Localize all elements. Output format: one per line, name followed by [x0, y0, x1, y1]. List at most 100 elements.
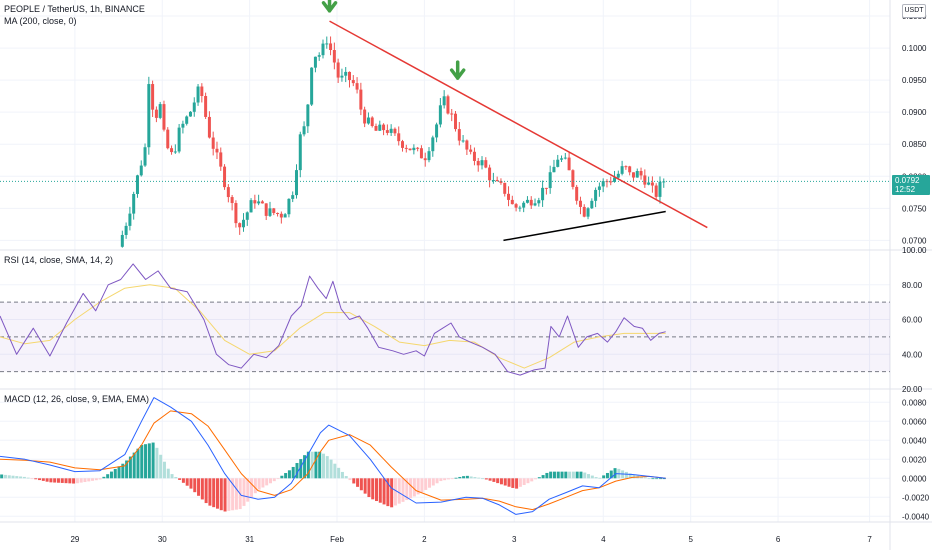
- candle: [181, 123, 185, 128]
- candle: [454, 113, 458, 130]
- macd-histogram-bar: [564, 471, 568, 479]
- candle: [401, 141, 405, 148]
- down-arrow-marker: [449, 60, 466, 80]
- candle: [548, 172, 552, 189]
- candle: [253, 200, 257, 204]
- macd-histogram-bar: [200, 478, 204, 500]
- candle: [177, 127, 181, 152]
- macd-histogram-bar: [291, 466, 295, 479]
- candle: [408, 148, 412, 151]
- candle: [578, 200, 582, 207]
- macd-histogram-bar: [375, 478, 379, 502]
- candle: [457, 129, 461, 141]
- candle: [465, 140, 469, 150]
- candle: [204, 96, 208, 117]
- macd-histogram-bar: [568, 471, 572, 479]
- symbol-legend: PEOPLE / TetherUS, 1h, BINANCE: [4, 4, 145, 14]
- candle: [472, 151, 476, 161]
- macd-histogram-bar: [250, 478, 254, 498]
- currency-badge[interactable]: USDT: [902, 4, 926, 18]
- candle: [382, 124, 386, 131]
- candle: [249, 200, 253, 213]
- macd-histogram-bar: [246, 478, 250, 502]
- candle: [412, 147, 416, 151]
- candle: [366, 117, 370, 124]
- macd-histogram-bar: [223, 478, 227, 512]
- candle: [590, 200, 594, 209]
- candle: [302, 126, 306, 135]
- macd-histogram-bar: [49, 478, 53, 483]
- macd-histogram-bar: [155, 447, 159, 479]
- candle: [298, 134, 302, 171]
- candle: [200, 86, 204, 97]
- macd-histogram-bar: [121, 463, 125, 479]
- candle: [609, 181, 613, 183]
- candle: [484, 160, 488, 168]
- macd-histogram-bar: [91, 478, 95, 481]
- candle: [503, 182, 507, 194]
- macd-histogram-bar: [435, 478, 439, 484]
- candle: [522, 202, 526, 208]
- macd-histogram-bar: [367, 478, 371, 498]
- candle: [552, 166, 556, 173]
- macd-signal-line: [0, 410, 666, 511]
- macd-histogram-bar: [598, 477, 602, 479]
- macd-histogram-bar: [446, 478, 450, 480]
- candle: [586, 208, 590, 217]
- candle: [427, 151, 431, 161]
- candle: [219, 152, 223, 167]
- last-price-badge: 0.0792 12:52: [892, 175, 930, 195]
- candle: [393, 128, 397, 134]
- macd-histogram-bar: [94, 478, 98, 481]
- candle: [419, 148, 423, 159]
- macd-histogram-bar: [11, 475, 15, 479]
- macd-histogram-bar: [261, 478, 265, 488]
- candle: [495, 179, 499, 181]
- macd-histogram-bar: [321, 453, 325, 479]
- rsi-tick-label: 20.00: [902, 385, 923, 394]
- candle: [616, 173, 620, 178]
- candle: [310, 67, 314, 105]
- macd-histogram-bar: [507, 478, 511, 487]
- macd-histogram-bar: [117, 466, 121, 479]
- rsi-tick-label: 60.00: [902, 316, 923, 325]
- time-tick-label: 7: [867, 535, 872, 544]
- rsi-tick-label: 100.00: [902, 246, 927, 255]
- macd-histogram-bar: [53, 478, 57, 483]
- macd-histogram-bar: [412, 478, 416, 497]
- macd-histogram-bar: [329, 459, 333, 479]
- macd-histogram-bar: [655, 478, 659, 480]
- candle: [525, 199, 529, 203]
- macd-histogram-bar: [340, 471, 344, 479]
- candle: [624, 166, 628, 168]
- candle: [211, 137, 215, 149]
- macd-histogram-bar: [484, 478, 488, 480]
- macd-histogram-bar: [428, 478, 432, 488]
- candle: [272, 208, 276, 213]
- macd-histogram-bar: [276, 478, 280, 480]
- macd-histogram-bar: [382, 478, 386, 505]
- time-tick-label: 2: [422, 535, 427, 544]
- candle: [450, 113, 454, 115]
- candle: [279, 213, 283, 218]
- candle: [128, 213, 132, 226]
- candle: [147, 84, 151, 148]
- macd-histogram-bar: [162, 461, 166, 479]
- macd-histogram-bar: [272, 478, 276, 482]
- candle: [374, 126, 378, 131]
- candle: [378, 124, 382, 131]
- candle: [283, 214, 287, 218]
- macd-histogram-bar: [136, 448, 140, 479]
- macd-histogram-bar: [503, 478, 507, 486]
- candle: [594, 189, 598, 201]
- macd-histogram-bar: [147, 443, 151, 479]
- macd-histogram-bar: [75, 478, 79, 484]
- candle: [188, 111, 192, 117]
- macd-histogram-bar: [431, 478, 435, 486]
- macd-histogram-bar: [159, 454, 163, 479]
- macd-histogram-bar: [628, 473, 632, 479]
- macd-histogram-bar: [212, 478, 216, 508]
- candle: [628, 166, 632, 173]
- macd-tick-label: -0.0040: [902, 512, 930, 521]
- time-tick-label: 31: [245, 535, 254, 544]
